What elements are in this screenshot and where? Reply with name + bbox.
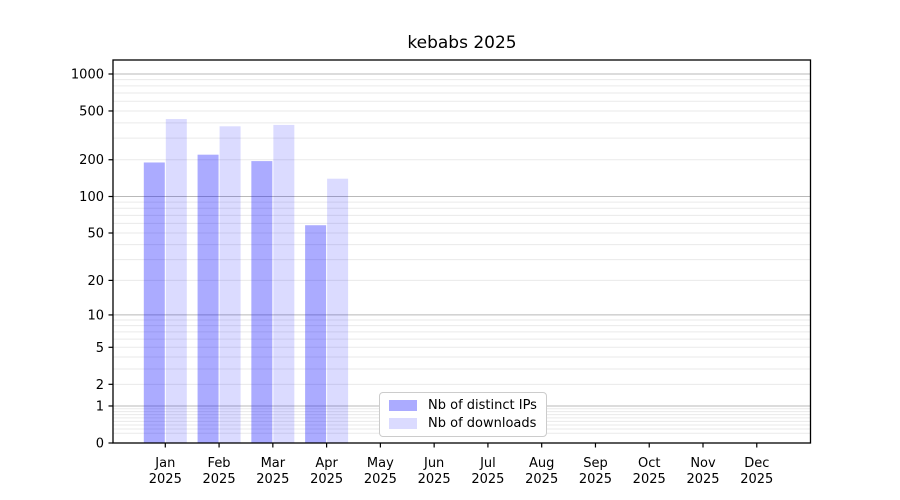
x-tick-label-year: 2025	[471, 472, 504, 487]
bar-ips-apr	[305, 225, 327, 443]
x-tick-label-year: 2025	[633, 472, 666, 487]
chart-title: kebabs 2025	[407, 33, 517, 53]
x-tick-label-month: Apr	[315, 456, 338, 471]
bar-ips-mar	[251, 161, 273, 443]
bar-downloads-feb	[219, 126, 241, 444]
bar-downloads-apr	[327, 178, 349, 444]
legend-item-distinct-ips: Nb of distinct IPs	[389, 398, 546, 413]
x-tick-label-month: Jun	[423, 456, 444, 471]
legend-swatch-distinct-ips	[389, 400, 417, 411]
x-tick-label-month: Aug	[529, 456, 554, 471]
legend-label-downloads: Nb of downloads	[428, 416, 537, 431]
x-tick-label-year: 2025	[149, 472, 182, 487]
x-tick-label-year: 2025	[579, 472, 612, 487]
x-tick-label-month: Jul	[479, 456, 496, 471]
x-tick-label-month: Mar	[261, 456, 286, 471]
x-tick-label-year: 2025	[740, 472, 773, 487]
x-tick-label-year: 2025	[203, 472, 236, 487]
x-tick-label-year: 2025	[686, 472, 719, 487]
x-tick-label-year: 2025	[418, 472, 451, 487]
y-tick-label: 20	[87, 274, 104, 289]
x-tick-label-month: Oct	[638, 456, 660, 471]
bar-downloads-jan	[165, 119, 187, 443]
y-tick-label: 500	[79, 104, 104, 119]
x-tick-label-month: Dec	[744, 456, 769, 471]
x-tick-label-month: Feb	[208, 456, 231, 471]
x-tick-label-year: 2025	[256, 472, 289, 487]
x-tick-label-month: Sep	[583, 456, 608, 471]
legend: Nb of distinct IPs Nb of downloads	[379, 392, 547, 437]
legend-label-distinct-ips: Nb of distinct IPs	[428, 398, 537, 413]
y-tick-label: 5	[96, 341, 104, 356]
y-tick-label: 1000	[71, 68, 104, 83]
bar-downloads-mar	[273, 124, 295, 443]
bar-ips-jan	[143, 162, 165, 443]
y-tick-label: 100	[79, 190, 104, 205]
x-tick-label-year: 2025	[525, 472, 558, 487]
plot-frame	[112, 59, 812, 444]
y-tick-label: 1	[96, 399, 104, 414]
y-tick-label: 200	[79, 153, 104, 168]
legend-swatch-downloads	[389, 418, 417, 429]
y-tick-label: 10	[87, 308, 104, 323]
x-tick-label-year: 2025	[364, 472, 397, 487]
x-tick-label-month: Nov	[690, 456, 716, 471]
legend-item-downloads: Nb of downloads	[389, 416, 546, 431]
y-tick-label: 0	[96, 437, 104, 452]
bar-ips-feb	[197, 154, 219, 443]
x-tick-label-month: May	[367, 456, 394, 471]
x-tick-label-month: Jan	[154, 456, 175, 471]
y-tick-label: 50	[87, 226, 104, 241]
y-tick-label: 2	[96, 378, 104, 393]
x-tick-label-year: 2025	[310, 472, 343, 487]
